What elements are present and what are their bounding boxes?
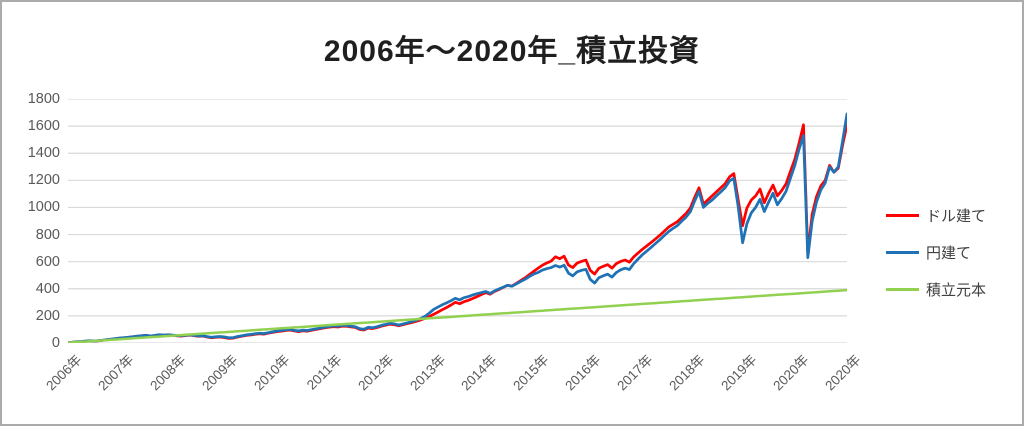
plot-area bbox=[68, 99, 847, 343]
legend-label-dollar: ドル建て bbox=[926, 207, 987, 225]
y-tick-label: 0 bbox=[51, 335, 60, 351]
series-line-2 bbox=[68, 288, 847, 343]
legend-label-yen: 円建て bbox=[926, 244, 972, 262]
legend-label-principal: 積立元本 bbox=[926, 281, 987, 299]
y-tick-label: 1200 bbox=[27, 172, 60, 189]
legend-item-yen: 円建て bbox=[886, 243, 986, 262]
principal-series-line-swatch bbox=[886, 287, 919, 291]
dollar-series-line-swatch bbox=[886, 213, 919, 217]
legend-item-principal: 積立元本 bbox=[886, 280, 987, 299]
legend: ドル建て 円建て 積立元本 bbox=[886, 206, 986, 317]
y-tick-label: 1400 bbox=[27, 145, 60, 162]
y-tick-label: 600 bbox=[35, 253, 60, 270]
y-tick-label: 200 bbox=[35, 307, 60, 324]
series-line-1 bbox=[68, 112, 847, 343]
chart-title: 2006年～2020年_積立投資 bbox=[323, 35, 701, 68]
legend-item-dollar: ドル建て bbox=[886, 206, 987, 225]
y-tick-label: 800 bbox=[35, 226, 60, 243]
y-tick-label: 1600 bbox=[27, 118, 60, 135]
y-tick-label: 1000 bbox=[27, 199, 60, 216]
y-tick-label: 1800 bbox=[27, 91, 60, 107]
line-chart-canvas bbox=[68, 99, 847, 343]
y-tick-label: 400 bbox=[35, 280, 60, 297]
yen-series-line-swatch bbox=[886, 250, 919, 254]
series-line-0 bbox=[68, 123, 847, 343]
